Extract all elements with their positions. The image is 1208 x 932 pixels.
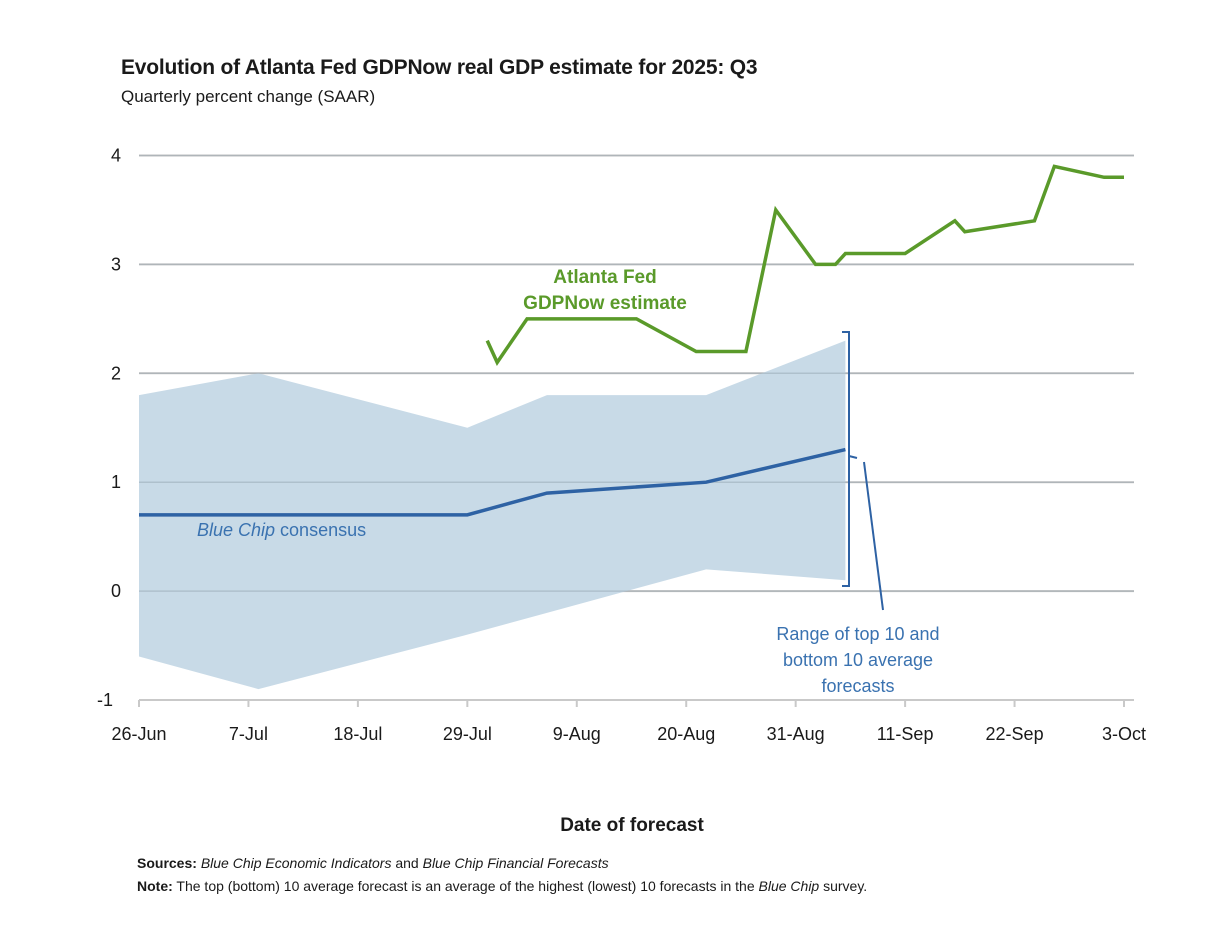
annotations: Atlanta Fed GDPNow estimate Blue Chip co…: [197, 267, 940, 696]
x-tick-label: 29-Jul: [443, 724, 492, 744]
note-italic: Blue Chip: [758, 878, 820, 894]
y-tick-label: 4: [111, 146, 121, 166]
sources-and: and: [391, 855, 423, 871]
x-axis-label: Date of forecast: [560, 815, 704, 836]
x-tick-label: 22-Sep: [986, 724, 1044, 744]
chart-title: Evolution of Atlanta Fed GDPNow real GDP…: [121, 56, 758, 79]
note-label: Note:: [137, 878, 173, 894]
note: Note: The top (bottom) 10 average foreca…: [137, 878, 867, 894]
range-label-line1: Range of top 10 and: [776, 624, 939, 644]
range-leader-line: [863, 461, 884, 611]
bluechip-italic: Blue Chip: [197, 520, 275, 540]
y-tick-label: 2: [111, 363, 121, 383]
x-tick-label: 9-Aug: [553, 724, 601, 744]
x-tick-label: 31-Aug: [767, 724, 825, 744]
forecast-range-area: [139, 340, 846, 690]
sources-label: Sources:: [137, 855, 197, 871]
x-tick-label: 18-Jul: [333, 724, 382, 744]
bluechip-consensus-label: Blue Chip consensus: [197, 520, 366, 540]
series-lines: [138, 164, 1125, 517]
forecast-range-band: [139, 340, 846, 690]
range-label-line2: bottom 10 average: [783, 650, 933, 670]
range-bracket: [842, 331, 858, 587]
sources-note: Sources: Blue Chip Economic Indicators a…: [137, 855, 609, 871]
x-tick-label: 3-Oct: [1102, 724, 1146, 744]
note-text-1: The top (bottom) 10 average forecast is …: [172, 878, 759, 894]
y-axis-ticks: 4 3 2 1 0 -1: [97, 146, 121, 711]
gridlines-overlay: [139, 154, 1134, 592]
x-tick-label: 26-Jun: [111, 724, 166, 744]
y-tick-label: 1: [111, 472, 121, 492]
x-tick-label: 11-Sep: [877, 724, 934, 744]
y-tick-label: 0: [111, 581, 121, 601]
gdpnow-label-line1: Atlanta Fed: [553, 267, 656, 288]
x-tick-label: 7-Jul: [229, 724, 268, 744]
x-tick-label: 20-Aug: [657, 724, 715, 744]
bluechip-rest: consensus: [275, 520, 366, 540]
x-axis: 26-Jun 7-Jul 18-Jul 29-Jul 9-Aug 20-Aug 31-Aug…: [111, 699, 1146, 744]
y-tick-label: 3: [111, 254, 121, 274]
gdpnow-label-line2: GDPNow estimate: [523, 293, 687, 314]
note-text-2: survey.: [819, 878, 868, 894]
y-tick-label: -1: [97, 690, 113, 710]
sources-italic-1: Blue Chip Economic Indicators: [200, 855, 392, 871]
range-label-line3: forecasts: [821, 676, 894, 696]
chart-subtitle: Quarterly percent change (SAAR): [121, 87, 376, 106]
sources-italic-2: Blue Chip Financial Forecasts: [422, 855, 609, 871]
